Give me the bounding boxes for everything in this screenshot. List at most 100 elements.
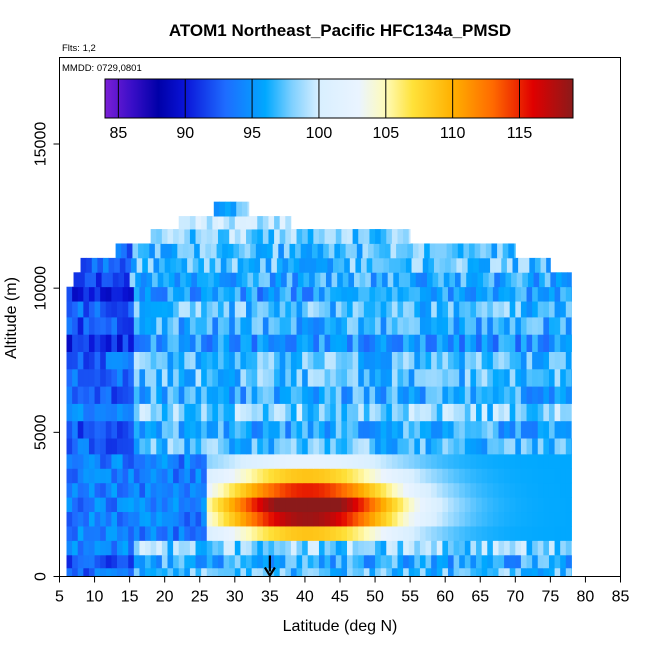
heatmap-cell <box>314 272 321 288</box>
heatmap-cell <box>285 554 292 569</box>
heatmap-cell <box>139 554 146 569</box>
heatmap-cell <box>156 438 163 455</box>
heatmap-cell <box>565 317 572 335</box>
heatmap-cell <box>88 438 95 455</box>
heatmap-cell <box>264 272 271 288</box>
heatmap-cell <box>233 243 240 259</box>
heatmap-cell <box>223 468 230 484</box>
heatmap-cell <box>265 257 272 273</box>
heatmap-cell <box>509 420 516 439</box>
heatmap-cell <box>217 420 224 439</box>
heatmap-cell <box>391 286 398 302</box>
heatmap-cell <box>425 317 432 335</box>
heatmap-cell <box>492 526 499 541</box>
heatmap-cell <box>117 453 124 469</box>
heatmap-cell <box>380 403 387 422</box>
heatmap-cell <box>354 272 361 288</box>
heatmap-cell <box>181 257 188 273</box>
heatmap-cell <box>212 368 219 387</box>
heatmap-cell <box>66 453 73 469</box>
heatmap-cell <box>178 351 185 370</box>
heatmap-cell <box>307 554 314 569</box>
heatmap-cell <box>347 420 354 439</box>
heatmap-cell <box>498 286 505 302</box>
heatmap-cell <box>487 453 494 469</box>
heatmap-cell <box>403 420 410 439</box>
heatmap-cell <box>234 468 241 484</box>
heatmap-cell <box>345 243 352 259</box>
heatmap-cell <box>240 301 247 318</box>
heatmap-cell <box>195 216 202 230</box>
heatmap-cell <box>133 403 140 422</box>
heatmap-cell <box>391 511 398 527</box>
heatmap-cell <box>363 301 370 318</box>
heatmap-cell <box>122 540 129 556</box>
heatmap-cell <box>369 386 376 404</box>
heatmap-cell <box>526 554 533 569</box>
heatmap-cell <box>316 257 323 273</box>
heatmap-cell <box>142 257 149 273</box>
heatmap-cell <box>447 567 454 577</box>
heatmap-cell <box>161 453 168 469</box>
heatmap-cell <box>223 453 230 469</box>
heatmap-cell <box>145 468 152 484</box>
heatmap-cell <box>548 301 555 318</box>
heatmap-cell <box>152 272 159 288</box>
heatmap-cell <box>195 301 202 318</box>
heatmap-cell <box>285 301 292 318</box>
heatmap-cell <box>229 386 236 404</box>
heatmap-cell <box>347 368 354 387</box>
heatmap-cell <box>145 351 152 370</box>
heatmap-cell <box>363 567 370 577</box>
heatmap-cell <box>431 403 438 422</box>
heatmap-cell <box>94 351 101 370</box>
heatmap-cell <box>234 334 241 352</box>
heatmap-cell <box>459 468 466 484</box>
heatmap-cell <box>391 351 398 370</box>
heatmap-cell <box>195 351 202 370</box>
heatmap-cell <box>307 482 314 498</box>
heatmap-cell <box>285 567 292 577</box>
heatmap-cell <box>156 301 163 318</box>
heatmap-cell <box>100 420 107 439</box>
heatmap-cell <box>212 301 219 318</box>
heatmap-cell <box>515 453 522 469</box>
heatmap-cell <box>296 497 303 513</box>
heatmap-cell <box>459 453 466 469</box>
heatmap-cell <box>105 301 112 318</box>
heatmap-cell <box>225 272 232 288</box>
heatmap-cell <box>335 438 342 455</box>
heatmap-cell <box>136 257 143 273</box>
heatmap-cell <box>526 334 533 352</box>
heatmap-cell <box>403 540 410 556</box>
heatmap-cell <box>522 272 529 288</box>
heatmap-cell <box>77 286 84 302</box>
heatmap-cell <box>324 497 331 513</box>
heatmap-cell <box>543 468 550 484</box>
heatmap-cell <box>185 272 192 288</box>
heatmap-cell <box>375 317 382 335</box>
heatmap-cell <box>217 554 224 569</box>
heatmap-cell <box>173 420 180 439</box>
heatmap-cell <box>251 497 258 513</box>
heatmap-cell <box>504 386 511 404</box>
heatmap-cell <box>335 420 342 439</box>
heatmap-cell <box>251 301 258 318</box>
heatmap-cell <box>157 272 164 288</box>
heatmap-cell <box>133 468 140 484</box>
heatmap-cell <box>257 540 264 556</box>
heatmap-cell <box>257 468 264 484</box>
heatmap-cell <box>358 453 365 469</box>
heatmap-cell <box>476 351 483 370</box>
heatmap-cell <box>330 511 337 527</box>
heatmap-cell <box>230 201 237 217</box>
heatmap-cell <box>363 438 370 455</box>
heatmap-cell <box>397 334 404 352</box>
heatmap-cell <box>184 567 191 577</box>
heatmap-cell <box>212 554 219 569</box>
heatmap-cell <box>307 386 314 404</box>
heatmap-cell <box>229 453 236 469</box>
heatmap-cell <box>307 497 314 513</box>
heatmap-cell <box>128 403 135 422</box>
